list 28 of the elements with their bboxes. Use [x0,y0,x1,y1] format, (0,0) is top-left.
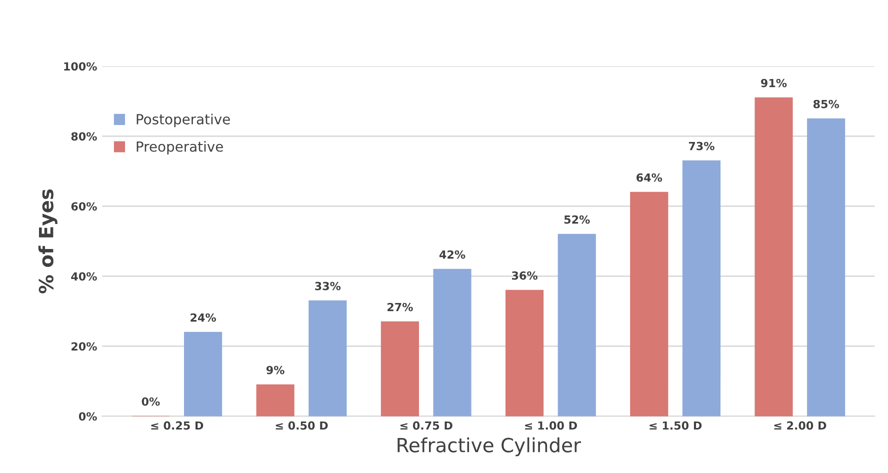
y-tick-label: 100% [64,62,97,71]
legend-label: Postoperative [136,114,230,128]
data-label: 0% [142,397,160,406]
data-label: 85% [813,100,840,108]
y-tick-label: 80% [71,132,97,141]
x-tick-label: ≤ 1.00 D [525,421,577,430]
x-tick-label: ≤ 0.50 D [276,421,328,430]
y-tick-label: 40% [71,272,97,281]
data-label: 42% [439,250,466,259]
data-label: 9% [266,366,284,374]
x-tick-label: ≤ 0.25 D [151,421,204,430]
x-tick-label: ≤ 2.00 D [774,421,826,430]
data-label: 91% [761,78,787,88]
y-tick-label: 20% [72,342,97,351]
data-label: 52% [564,215,590,224]
data-label: 33% [315,282,341,290]
data-label: 36% [512,271,538,280]
data-label: 73% [688,142,714,150]
data-label: 24% [190,313,216,322]
data-label: 27% [388,302,413,312]
y-axis-title: % of Eyes [38,189,58,294]
y-tick-label: 60% [71,202,97,211]
y-tick-label: 0% [78,412,97,421]
x-axis-title: Refractive Cylinder [398,437,582,456]
x-tick-label: ≤ 1.50 D [650,421,702,430]
x-tick-label: ≤ 0.75 D [400,421,452,430]
data-label: 64% [636,173,662,182]
legend-label: Preoperative [136,141,223,154]
